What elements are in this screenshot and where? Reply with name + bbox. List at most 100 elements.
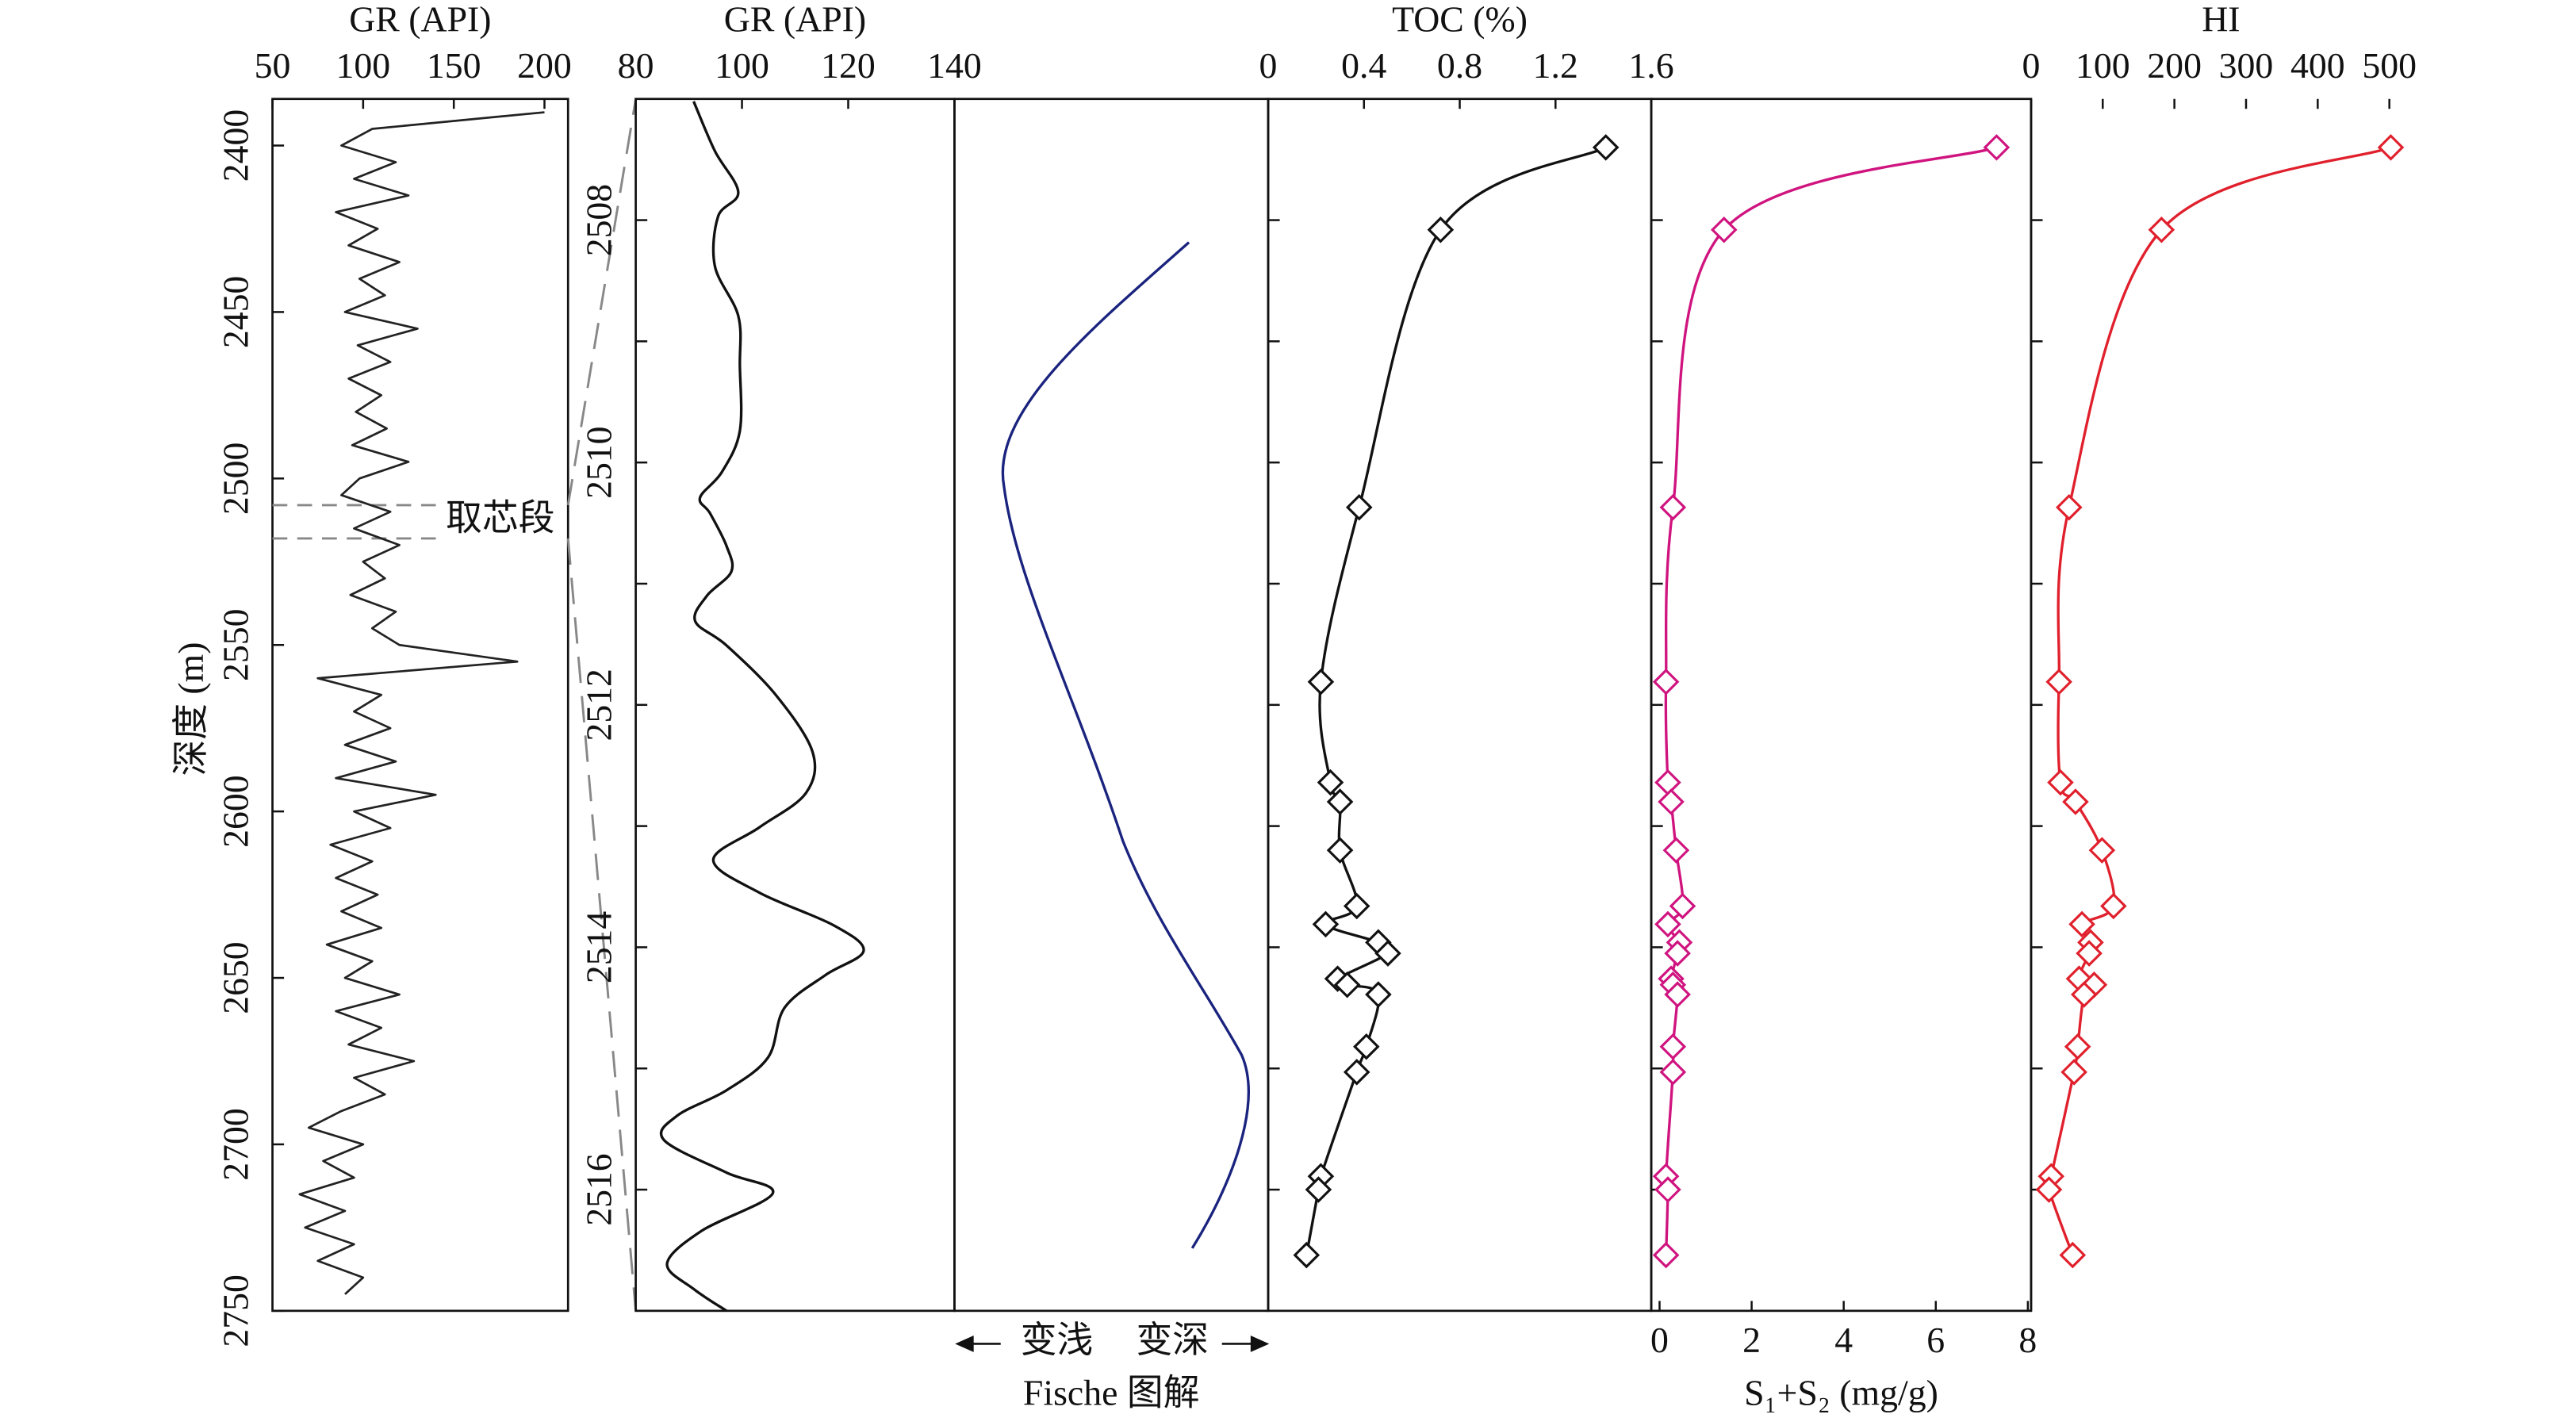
data-line — [298, 111, 545, 1295]
y-tick-label: 2450 — [215, 276, 255, 348]
axis-title: HI — [2202, 0, 2240, 40]
annotation: 取芯段 — [446, 497, 554, 538]
core-connector — [566, 538, 638, 1311]
x-axis-label: Fische 图解 — [1023, 1372, 1200, 1412]
y-tick-label: 2510 — [578, 426, 619, 498]
y-tick-label: 2550 — [215, 609, 255, 681]
data-point — [2148, 217, 2175, 243]
data-point — [1343, 1059, 1370, 1086]
data-point — [1983, 134, 2011, 161]
data-point — [1326, 837, 1354, 864]
x-tick-label: 300 — [2219, 45, 2274, 86]
annotation: 变深 — [1136, 1320, 1209, 1360]
x-tick-label: 50 — [255, 45, 291, 86]
x-tick-label: 200 — [2147, 45, 2202, 86]
panel-frame — [953, 98, 1270, 1313]
data-line — [1664, 146, 1997, 1255]
data-point — [1652, 1241, 1680, 1269]
y-tick-label: 2500 — [215, 443, 255, 515]
x-tick-label: 0 — [2022, 45, 2040, 86]
fischer-curve — [1001, 241, 1250, 1249]
data-point — [1654, 768, 1681, 796]
data-point — [1305, 1176, 1332, 1203]
data-point — [1652, 669, 1680, 696]
data-point — [1669, 892, 1696, 920]
fischer-arrows — [955, 1336, 1270, 1352]
data-point — [1592, 134, 1620, 161]
x-tick-label: 120 — [821, 45, 876, 86]
data-point — [1333, 972, 1361, 998]
data-point — [1353, 1033, 1380, 1060]
axis-title: GR (API) — [724, 0, 866, 40]
data-point — [1312, 910, 1340, 938]
data-point — [2035, 1176, 2063, 1203]
data-point — [1664, 981, 1691, 1008]
y-tick-label: 2750 — [215, 1274, 255, 1347]
axis-title: GR (API) — [349, 0, 491, 40]
data-point — [1345, 493, 1373, 521]
data-point — [1662, 837, 1690, 864]
y-tick-label: 2400 — [215, 109, 255, 182]
x-tick-label: 500 — [2362, 45, 2417, 86]
data-point — [1374, 940, 1401, 967]
panel-frame — [1267, 98, 1653, 1313]
data-point — [2064, 1033, 2091, 1060]
x-tick-label: 0.4 — [1341, 45, 1386, 86]
data-point — [1326, 788, 1354, 815]
x-tick-label: 80 — [618, 45, 654, 86]
data-point — [1664, 940, 1691, 967]
x-tick-label: 100 — [336, 45, 391, 86]
data-point — [1307, 669, 1335, 696]
x-tick-label: 400 — [2290, 45, 2345, 86]
panel-frame — [1650, 98, 2033, 1313]
x-tick-label: 4 — [1834, 1320, 1853, 1360]
y-tick-label: 2514 — [578, 911, 619, 984]
data-point — [2076, 940, 2103, 967]
data-point — [2059, 1241, 2087, 1269]
x-tick-label: 100 — [2076, 45, 2130, 86]
label-background — [435, 501, 565, 542]
data-point — [2045, 669, 2072, 696]
data-point — [2100, 892, 2127, 920]
y-tick-label: 2508 — [578, 184, 619, 256]
x-axis-label: S₁+S₂ (mg/g) — [1744, 1372, 1938, 1412]
data-point — [2047, 768, 2074, 796]
panel-frame — [271, 98, 569, 1313]
data-point — [2088, 837, 2116, 864]
data-point — [1427, 217, 1455, 243]
y-tick-label: 2650 — [215, 941, 255, 1014]
data-point — [1293, 1241, 1321, 1269]
annotation: 变浅 — [1021, 1320, 1094, 1360]
x-tick-label: 1.2 — [1533, 45, 1578, 86]
y-tick-label: 2516 — [578, 1153, 619, 1225]
y-tick-label: 2600 — [215, 775, 255, 847]
data-point — [2060, 1059, 2087, 1086]
data-point — [1659, 1033, 1687, 1060]
data-point — [2062, 788, 2089, 815]
x-tick-label: 8 — [2018, 1320, 2037, 1360]
y-tick-label: 2700 — [215, 1108, 255, 1180]
data-point — [1343, 892, 1370, 920]
x-tick-label: 6 — [1926, 1320, 1945, 1360]
x-tick-label: 140 — [927, 45, 982, 86]
data-point — [2068, 910, 2095, 938]
x-tick-label: 0 — [1259, 45, 1278, 86]
data-point — [2377, 134, 2405, 161]
data-point — [1654, 1176, 1681, 1203]
panel-frame — [634, 98, 956, 1313]
y-tick-label: 2512 — [578, 669, 619, 741]
data-line — [1305, 146, 1607, 1255]
x-tick-label: 1.6 — [1628, 45, 1673, 86]
x-tick-label: 200 — [517, 45, 572, 86]
x-tick-label: 0.8 — [1437, 45, 1482, 86]
data-point — [2070, 981, 2098, 1008]
data-point — [1659, 1059, 1687, 1086]
data-point — [1659, 493, 1687, 521]
x-tick-label: 100 — [715, 45, 769, 86]
data-point — [2056, 493, 2083, 521]
data-point — [1658, 788, 1685, 815]
data-point — [1365, 981, 1392, 1008]
core-connector — [566, 98, 638, 506]
data-line — [659, 101, 865, 1313]
